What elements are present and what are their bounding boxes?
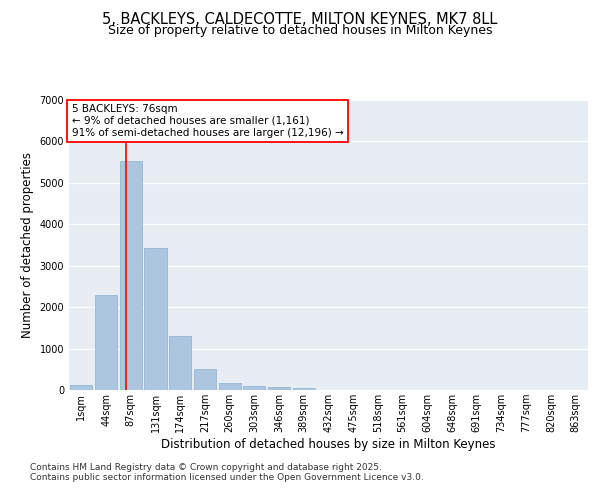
Bar xyxy=(95,294,117,390)
Bar xyxy=(119,162,142,390)
Bar xyxy=(218,383,241,390)
Bar xyxy=(70,384,92,390)
Bar xyxy=(268,387,290,390)
Text: Size of property relative to detached houses in Milton Keynes: Size of property relative to detached ho… xyxy=(108,24,492,37)
Text: 5, BACKLEYS, CALDECOTTE, MILTON KEYNES, MK7 8LL: 5, BACKLEYS, CALDECOTTE, MILTON KEYNES, … xyxy=(103,12,497,28)
X-axis label: Distribution of detached houses by size in Milton Keynes: Distribution of detached houses by size … xyxy=(161,438,496,451)
Text: Contains HM Land Registry data © Crown copyright and database right 2025.: Contains HM Land Registry data © Crown c… xyxy=(30,462,382,471)
Bar xyxy=(293,388,315,390)
Text: Contains public sector information licensed under the Open Government Licence v3: Contains public sector information licen… xyxy=(30,472,424,482)
Y-axis label: Number of detached properties: Number of detached properties xyxy=(21,152,34,338)
Bar xyxy=(243,386,265,390)
Text: 5 BACKLEYS: 76sqm
← 9% of detached houses are smaller (1,161)
91% of semi-detach: 5 BACKLEYS: 76sqm ← 9% of detached house… xyxy=(71,104,343,138)
Bar xyxy=(194,370,216,390)
Bar xyxy=(145,248,167,390)
Bar xyxy=(169,336,191,390)
